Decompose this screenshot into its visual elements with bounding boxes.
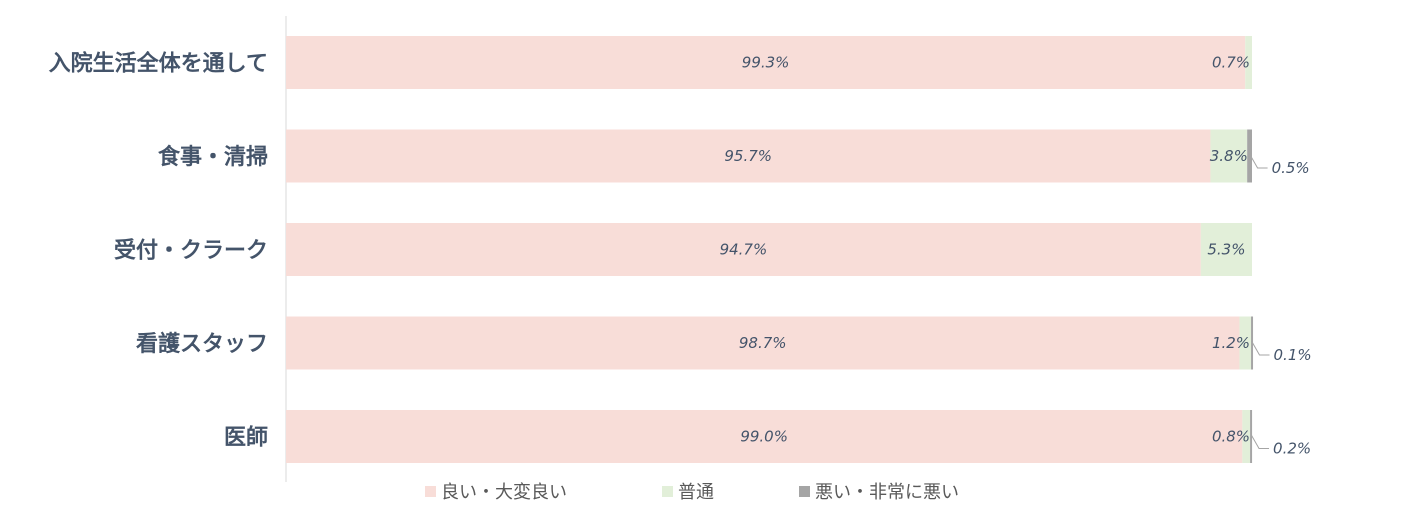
bar-normal xyxy=(1239,316,1252,370)
leader-line xyxy=(1249,153,1268,169)
data-label-good: 95.7% xyxy=(724,147,772,165)
data-label-good: 94.7% xyxy=(720,241,768,259)
legend-label-bad: 悪い・非常に悪い xyxy=(815,482,959,503)
bar-bad xyxy=(1250,410,1253,463)
legend-item-normal: 普通 xyxy=(662,478,714,504)
bar-bad xyxy=(1247,129,1252,183)
bar-good xyxy=(286,129,1211,183)
category-label: 入院生活全体を通して xyxy=(49,51,268,77)
category-label: 受付・クラーク xyxy=(114,238,268,264)
category-label: 看護スタッフ xyxy=(136,331,268,357)
data-label-good: 99.3% xyxy=(742,54,790,72)
data-label-normal: 0.8% xyxy=(1212,428,1250,446)
bar-normal xyxy=(1200,223,1252,276)
legend-label-good: 良い・大変良い xyxy=(441,482,567,503)
bar-bad xyxy=(1251,316,1254,370)
data-label-bad: 0.2% xyxy=(1273,440,1311,458)
category-label: 医師 xyxy=(224,425,268,451)
legend-label-normal: 普通 xyxy=(678,482,714,503)
data-label-good: 99.0% xyxy=(740,428,788,446)
leader-line xyxy=(1250,434,1270,449)
bar-good xyxy=(286,36,1246,89)
category-label: 食事・清掃 xyxy=(158,144,268,170)
bar-normal xyxy=(1245,36,1252,89)
data-label-bad: 0.5% xyxy=(1272,159,1310,177)
data-label-normal: 3.8% xyxy=(1210,147,1248,165)
legend-swatch-good xyxy=(425,485,436,497)
data-label-bad: 0.1% xyxy=(1274,346,1312,364)
data-label-good: 98.7% xyxy=(739,334,787,352)
legend-item-bad: 悪い・非常に悪い xyxy=(799,478,959,504)
data-label-normal: 0.7% xyxy=(1212,54,1250,72)
legend-swatch-normal xyxy=(662,485,673,497)
bar-good xyxy=(286,410,1243,463)
data-label-normal: 5.3% xyxy=(1207,241,1245,259)
labels-group: 入院生活全体を通して 99.3% 0.7% 食事・清掃 95.7% 3.8% 0.5% 受付・… xyxy=(49,51,1312,458)
bar-normal xyxy=(1242,410,1251,463)
legend-item-good: 良い・大変良い xyxy=(425,478,567,504)
legend-swatch-bad xyxy=(799,485,810,497)
bar-good xyxy=(286,223,1201,276)
bar-good xyxy=(286,316,1240,370)
leader-line xyxy=(1251,340,1270,356)
data-label-normal: 1.2% xyxy=(1212,334,1250,352)
bar-normal xyxy=(1210,129,1248,183)
bars-group xyxy=(286,36,1254,463)
